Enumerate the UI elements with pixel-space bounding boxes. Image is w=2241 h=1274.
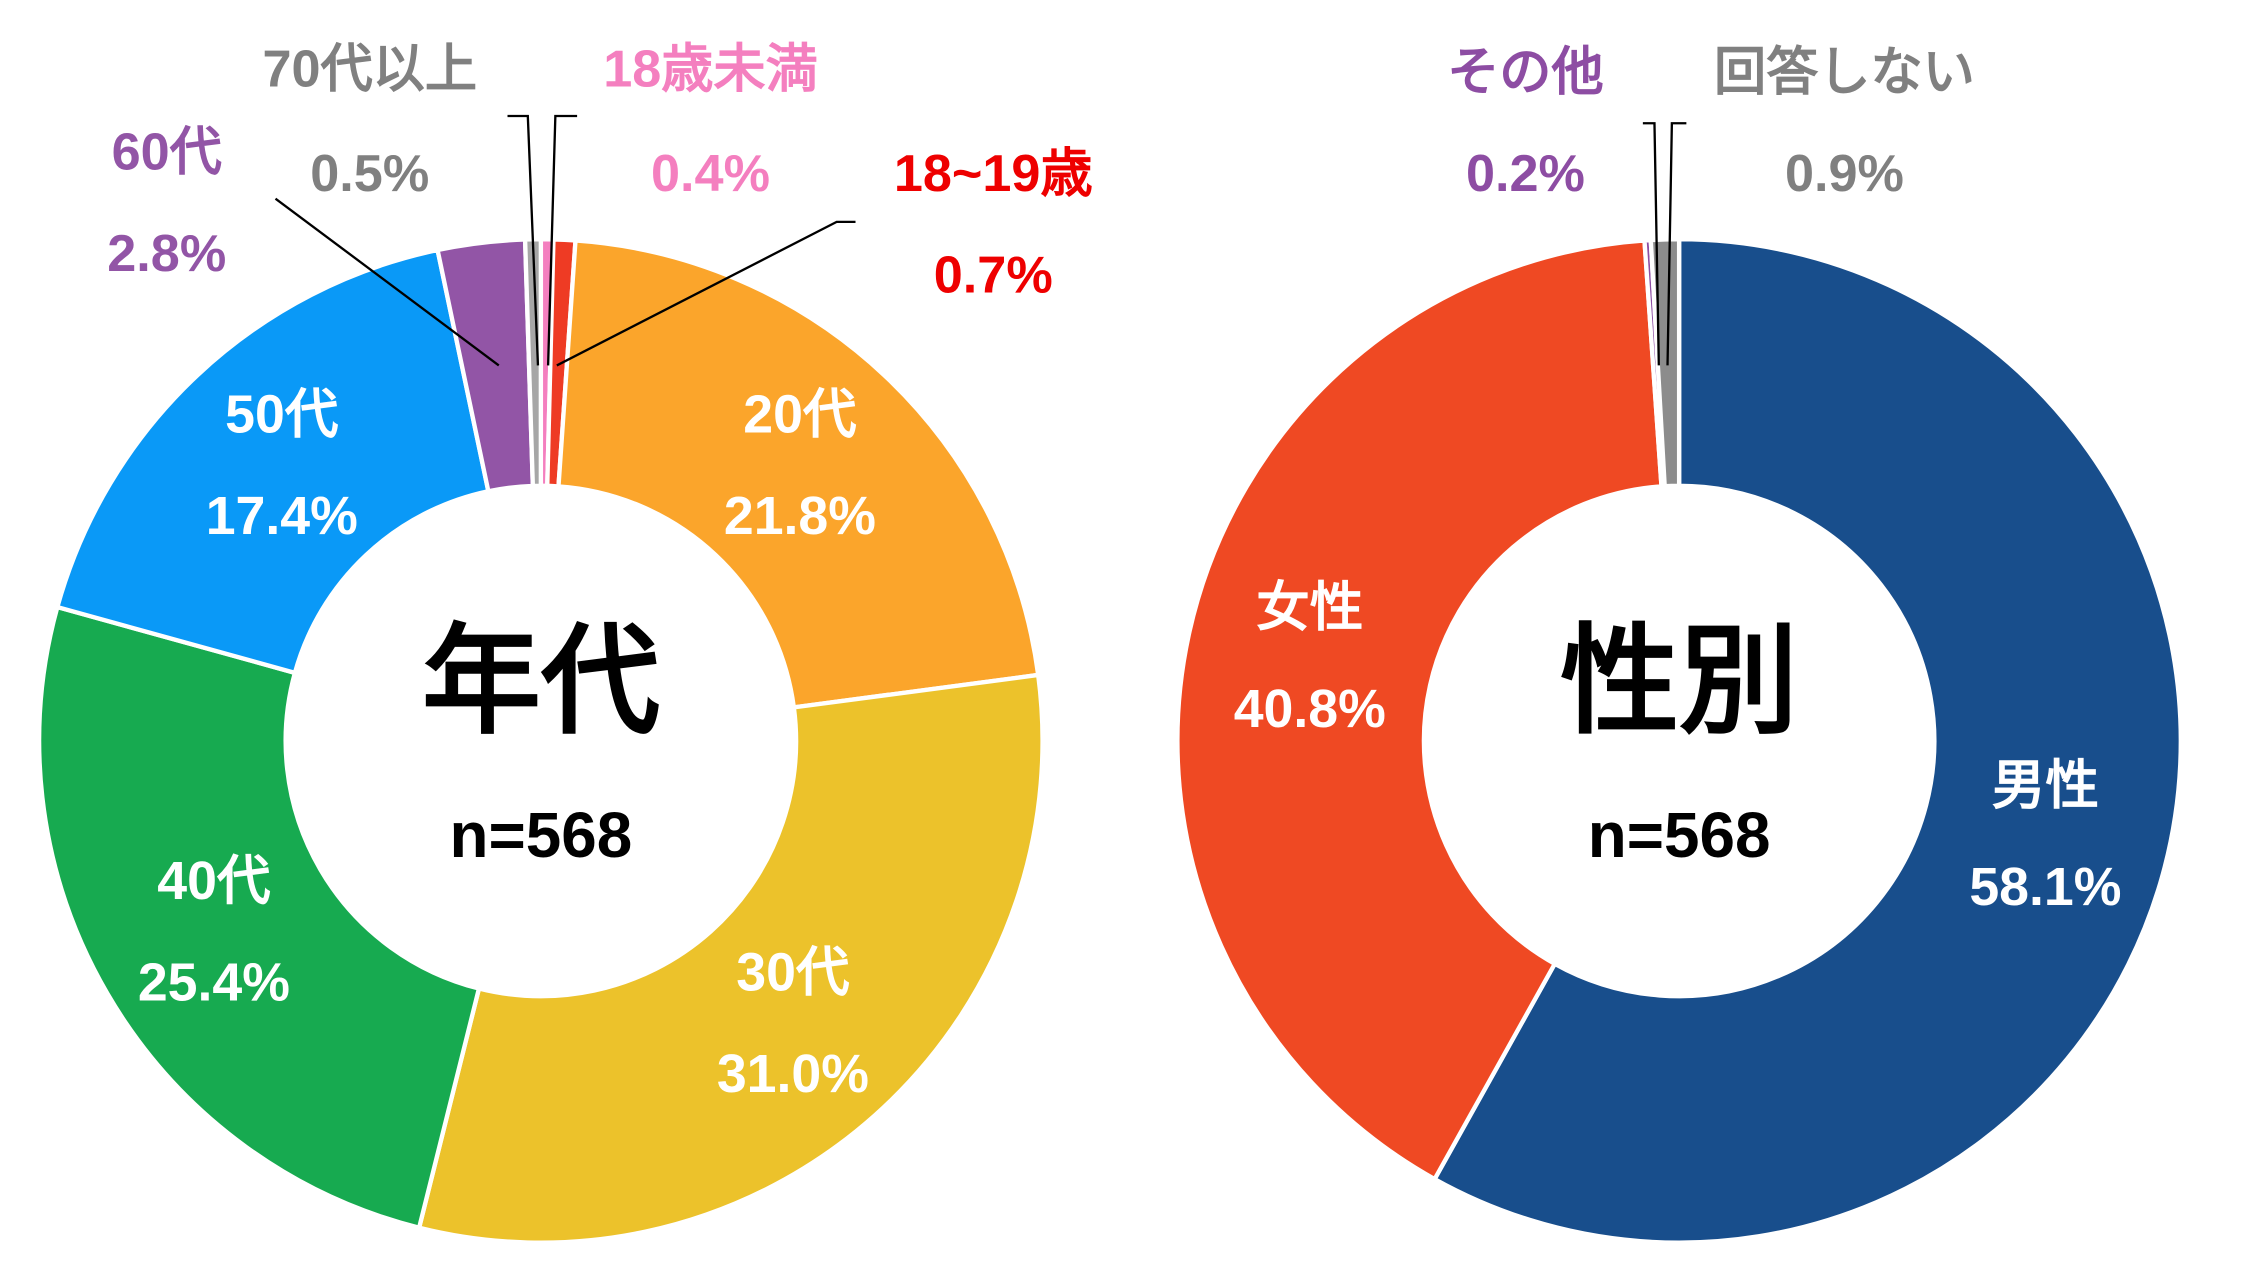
label-40s-value: 25.4% (138, 952, 290, 1012)
gender-slices (1175, 237, 2183, 1245)
label-50s-value: 17.4% (206, 486, 358, 546)
label-70-plus-value: 0.5% (310, 145, 429, 203)
gender-slice-male (1432, 237, 2183, 1245)
label-30s-value: 31.0% (717, 1044, 869, 1104)
label-70-plus-category: 70代以上 (262, 41, 477, 99)
age-inside-labels: 20代 21.8% 30代 31.0% 40代 25.4% 50代 17.4% (138, 384, 876, 1104)
leader-line-no-answer (1666, 122, 1687, 366)
leader-line-60s (274, 197, 500, 367)
label-18-19-category: 18~19歳 (894, 145, 1093, 203)
label-female-value: 40.8% (1234, 679, 1386, 739)
age-slice-50s (55, 247, 491, 676)
label-20s-category: 20代 (743, 384, 857, 444)
gender-chart-title: 性別 (1560, 615, 1798, 748)
age-slice-40s (37, 604, 482, 1230)
label-under-18-category: 18歳未満 (603, 41, 818, 99)
leader-line-under-18 (546, 114, 578, 366)
gender-donut-chart: 男性 58.1% 女性 40.8% 性別 n=568 その他 0.2% 回答しない 0… (1175, 44, 2183, 1245)
label-female-category: 女性 (1256, 578, 1363, 638)
label-under-18-value: 0.4% (651, 145, 770, 203)
gender-sample-size: n=568 (1588, 799, 1771, 871)
age-donut-chart: 20代 21.8% 30代 31.0% 40代 25.4% 50代 17.4% 年代 n=56… (37, 41, 1093, 1245)
leader-line-70-plus (507, 114, 540, 366)
label-60s-value: 2.8% (107, 225, 226, 283)
age-slice-70-plus (522, 237, 544, 489)
label-60s-category: 60代 (112, 123, 222, 181)
label-other-category: その他 (1447, 44, 1604, 102)
label-male-category: 男性 (1992, 755, 2099, 815)
age-slice-30s (416, 672, 1045, 1245)
gender-slice-female (1175, 238, 1664, 1182)
label-male-value: 58.1% (1969, 857, 2121, 917)
age-slices (37, 237, 1045, 1245)
label-no-answer-category: 回答しない (1714, 44, 1975, 102)
age-chart-title: 年代 (422, 615, 660, 748)
age-sample-size: n=568 (450, 799, 633, 871)
label-other-value: 0.2% (1466, 145, 1585, 203)
age-slice-20s (556, 238, 1041, 710)
gender-inside-labels: 男性 58.1% 女性 40.8% (1234, 578, 2122, 917)
label-50s-category: 50代 (225, 384, 339, 444)
leader-line-18-19 (556, 220, 856, 367)
leader-line-other (1642, 122, 1660, 366)
label-no-answer-value: 0.9% (1785, 145, 1904, 203)
label-40s-category: 40代 (157, 851, 271, 911)
label-30s-category: 30代 (736, 943, 850, 1003)
label-18-19-value: 0.7% (934, 247, 1053, 305)
label-20s-value: 21.8% (724, 486, 876, 546)
